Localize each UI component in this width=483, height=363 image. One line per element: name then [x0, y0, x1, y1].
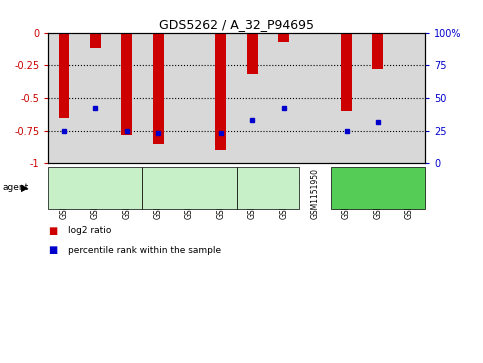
Bar: [80, 33, 111, 163]
Bar: [394, 33, 425, 163]
Bar: [268, 33, 299, 163]
Text: percentile rank within the sample: percentile rank within the sample: [68, 246, 221, 255]
Text: interleukin 13: interleukin 13: [160, 183, 219, 192]
Bar: [153, 33, 164, 144]
Text: interleukin 4: interleukin 4: [69, 183, 122, 192]
Bar: [111, 33, 142, 163]
Bar: [299, 33, 331, 163]
Text: agent: agent: [2, 183, 28, 192]
Bar: [341, 33, 352, 111]
Bar: [362, 33, 394, 163]
Text: log2 ratio: log2 ratio: [68, 226, 111, 235]
Bar: [142, 33, 174, 163]
Bar: [331, 33, 362, 163]
Text: ■: ■: [48, 225, 57, 236]
Bar: [247, 33, 258, 74]
Bar: [121, 33, 132, 135]
Text: ▶: ▶: [21, 183, 29, 193]
Bar: [205, 33, 237, 163]
Bar: [237, 33, 268, 163]
Bar: [58, 33, 70, 118]
Bar: [372, 33, 384, 69]
Bar: [90, 33, 101, 48]
Bar: [278, 33, 289, 42]
Bar: [215, 33, 227, 150]
Bar: [48, 33, 80, 163]
Text: tumor necrosis
factor-α: tumor necrosis factor-α: [237, 178, 299, 198]
Text: unstimulated: unstimulated: [350, 183, 406, 192]
Text: ■: ■: [48, 245, 57, 256]
Bar: [174, 33, 205, 163]
Title: GDS5262 / A_32_P94695: GDS5262 / A_32_P94695: [159, 19, 314, 32]
